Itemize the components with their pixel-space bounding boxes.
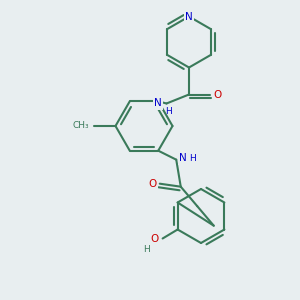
Text: N: N: [154, 98, 162, 109]
Text: O: O: [151, 233, 159, 244]
Text: N: N: [179, 153, 187, 163]
Text: O: O: [148, 179, 156, 189]
Text: N: N: [185, 11, 193, 22]
Text: O: O: [213, 89, 222, 100]
Text: H: H: [165, 107, 171, 116]
Text: H: H: [143, 244, 149, 253]
Text: H: H: [189, 154, 196, 163]
Text: CH₃: CH₃: [73, 122, 89, 130]
